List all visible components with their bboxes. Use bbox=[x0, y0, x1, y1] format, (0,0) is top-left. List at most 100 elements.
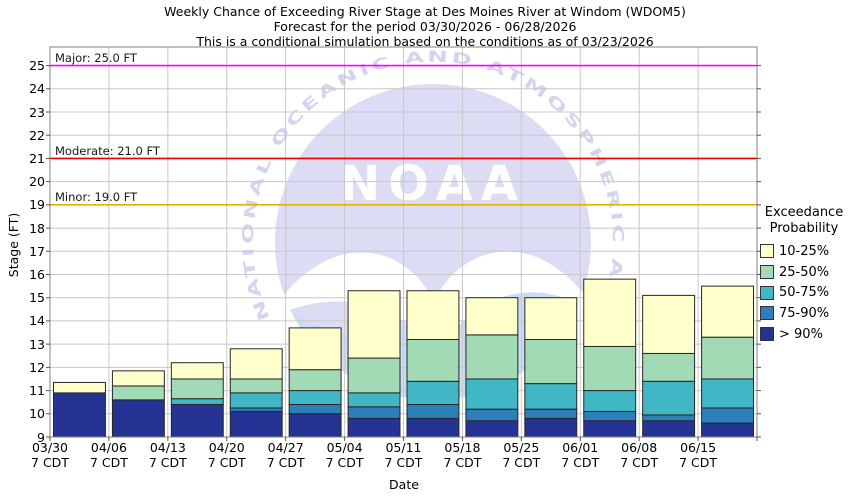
stacked-bars bbox=[53, 278, 754, 438]
x-axis-title: Date bbox=[389, 477, 419, 492]
bar-05-25 bbox=[524, 297, 578, 438]
legend-item-label: 25-50% bbox=[779, 264, 830, 280]
bar-segment bbox=[701, 422, 754, 438]
x-tick-label: 04/20 7 CDT bbox=[207, 440, 246, 470]
bar-segment bbox=[53, 381, 106, 394]
bar-segment bbox=[465, 378, 519, 410]
major-flood-label: Major: 25.0 FT bbox=[55, 51, 137, 66]
legend-items: 10-25% 25-50% 50-75% 75-90% > 90% bbox=[758, 241, 850, 344]
y-tick-label: 21 bbox=[29, 150, 45, 166]
bar-segment bbox=[111, 399, 165, 438]
bar-segment bbox=[701, 407, 754, 424]
bar-04-20 bbox=[229, 348, 283, 438]
bar-segment bbox=[524, 383, 578, 410]
x-tick-label: 06/01 7 CDT bbox=[561, 440, 600, 470]
bar-segment bbox=[288, 390, 342, 406]
bar-segment bbox=[642, 294, 696, 354]
bar-04-13 bbox=[170, 362, 224, 438]
y-tick-label: 18 bbox=[29, 220, 45, 236]
legend-item-label: 75-90% bbox=[779, 305, 830, 321]
y-tick-label: 16 bbox=[29, 267, 45, 282]
bar-05-04 bbox=[347, 290, 401, 438]
bar-segment bbox=[465, 408, 519, 422]
bar-segment bbox=[288, 327, 342, 371]
bar-segment bbox=[642, 380, 696, 416]
moderate-flood-label: Moderate: 21.0 FT bbox=[55, 143, 160, 158]
legend-swatch-icon bbox=[760, 306, 774, 321]
y-tick-label: 12 bbox=[29, 359, 45, 375]
legend-item-label: 10-25% bbox=[779, 243, 830, 259]
bar-segment bbox=[347, 290, 401, 359]
bar-03-30 bbox=[53, 381, 106, 438]
bar-segment bbox=[288, 404, 342, 415]
legend-swatch-icon bbox=[760, 285, 774, 300]
bar-segment bbox=[406, 404, 460, 419]
bar-segment bbox=[229, 392, 283, 409]
bar-segment bbox=[229, 378, 283, 394]
x-tick-label: 05/11 7 CDT bbox=[384, 440, 423, 470]
bar-segment bbox=[701, 378, 754, 409]
bar-segment bbox=[170, 404, 224, 438]
bar-06-01 bbox=[583, 278, 637, 438]
minor-flood-label: Minor: 19.0 FT bbox=[55, 190, 138, 205]
legend: Exceedance Probability 10-25% 25-50% 50-75… bbox=[758, 205, 850, 344]
bar-segment bbox=[53, 392, 106, 438]
bar-segment bbox=[524, 297, 578, 341]
legend-item-label: 50-75% bbox=[779, 285, 830, 301]
bar-segment bbox=[406, 380, 460, 405]
legend-item: 75-90% bbox=[758, 303, 850, 324]
chart-title-line1: Weekly Chance of Exceeding River Stage a… bbox=[164, 4, 686, 19]
bar-segment bbox=[288, 369, 342, 392]
bar-segment bbox=[583, 420, 637, 438]
x-tick-label: 04/27 7 CDT bbox=[266, 440, 305, 470]
y-tick-label: 17 bbox=[29, 243, 45, 259]
legend-item: 25-50% bbox=[758, 262, 850, 283]
bar-04-27 bbox=[288, 327, 342, 438]
y-tick-label: 9 bbox=[37, 429, 45, 445]
x-tick-label: 03/30 7 CDT bbox=[31, 440, 69, 470]
bar-segment bbox=[583, 410, 637, 422]
chart-title-line2: Forecast for the period 03/30/2026 - 06/… bbox=[273, 19, 577, 34]
bar-segment bbox=[524, 339, 578, 385]
bar-segment bbox=[347, 417, 401, 438]
bar-segment bbox=[406, 339, 460, 382]
threshold-lines bbox=[50, 64, 757, 206]
bar-segment bbox=[170, 362, 224, 380]
bar-segment bbox=[406, 290, 460, 340]
bar-segment bbox=[524, 408, 578, 419]
bar-04-06 bbox=[111, 370, 165, 438]
bar-segment bbox=[524, 417, 578, 438]
bar-segment bbox=[465, 297, 519, 336]
bar-segment bbox=[229, 407, 283, 412]
noaa-wordmark: NOAA bbox=[340, 156, 526, 212]
bar-segment bbox=[229, 410, 283, 438]
legend-swatch-icon bbox=[760, 327, 774, 342]
legend-item-label: > 90% bbox=[779, 326, 823, 342]
bar-segment bbox=[701, 285, 754, 338]
legend-item: > 90% bbox=[758, 324, 850, 345]
bar-segment bbox=[701, 336, 754, 380]
x-tick-label: 06/08 7 CDT bbox=[620, 440, 659, 470]
bar-segment bbox=[583, 278, 637, 347]
chart-title-line3: This is a conditional simulation based o… bbox=[196, 34, 654, 49]
bar-segment bbox=[583, 390, 637, 412]
legend-item: 10-25% bbox=[758, 241, 850, 262]
legend-item: 50-75% bbox=[758, 282, 850, 303]
bar-segment bbox=[288, 413, 342, 438]
legend-title: Exceedance Probability bbox=[758, 205, 850, 236]
legend-swatch-icon bbox=[760, 244, 774, 259]
chart-titles: Weekly Chance of Exceeding River Stage a… bbox=[0, 4, 850, 49]
y-tick-label: 15 bbox=[29, 290, 45, 306]
x-tick-label: 04/06 7 CDT bbox=[89, 440, 128, 470]
x-tick-label: 06/15 7 CDT bbox=[679, 440, 718, 470]
x-tick-label: 04/13 7 CDT bbox=[148, 440, 187, 470]
bar-05-18 bbox=[465, 297, 519, 438]
y-tick-label: 10 bbox=[29, 406, 45, 422]
y-tick-label: 22 bbox=[29, 127, 45, 143]
bar-segment bbox=[111, 385, 165, 401]
y-tick-label: 20 bbox=[29, 174, 45, 190]
bar-segment bbox=[406, 417, 460, 438]
legend-title-line2: Probability bbox=[769, 220, 839, 236]
